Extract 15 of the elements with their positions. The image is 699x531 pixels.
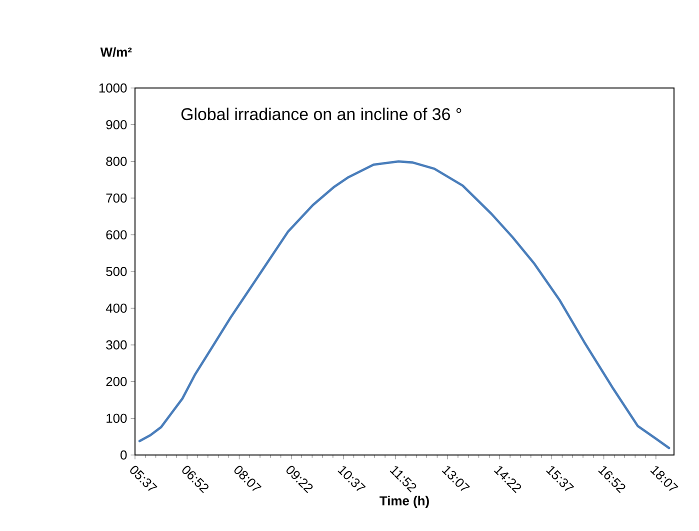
y-tick-label: 500 [106, 266, 127, 276]
y-tick-label: 800 [106, 156, 127, 166]
y-tick-label: 200 [106, 377, 127, 386]
y-tick-label: 0 [120, 450, 127, 460]
y-tick-label: 900 [106, 120, 127, 130]
y-tick-label: 700 [106, 194, 127, 203]
y-axis-title: W/m² [100, 47, 132, 57]
line-series [138, 160, 670, 450]
y-tick-label: 100 [106, 414, 127, 423]
text: Global irradiance on an incline of 36 ° [181, 108, 462, 120]
y-tick-label: 300 [106, 340, 127, 350]
y-tick-label: 600 [106, 230, 127, 240]
y-tick-label: 1000 [99, 83, 127, 93]
y-tick-label: 400 [106, 304, 127, 313]
x-axis-title: Time (h) [380, 496, 429, 508]
